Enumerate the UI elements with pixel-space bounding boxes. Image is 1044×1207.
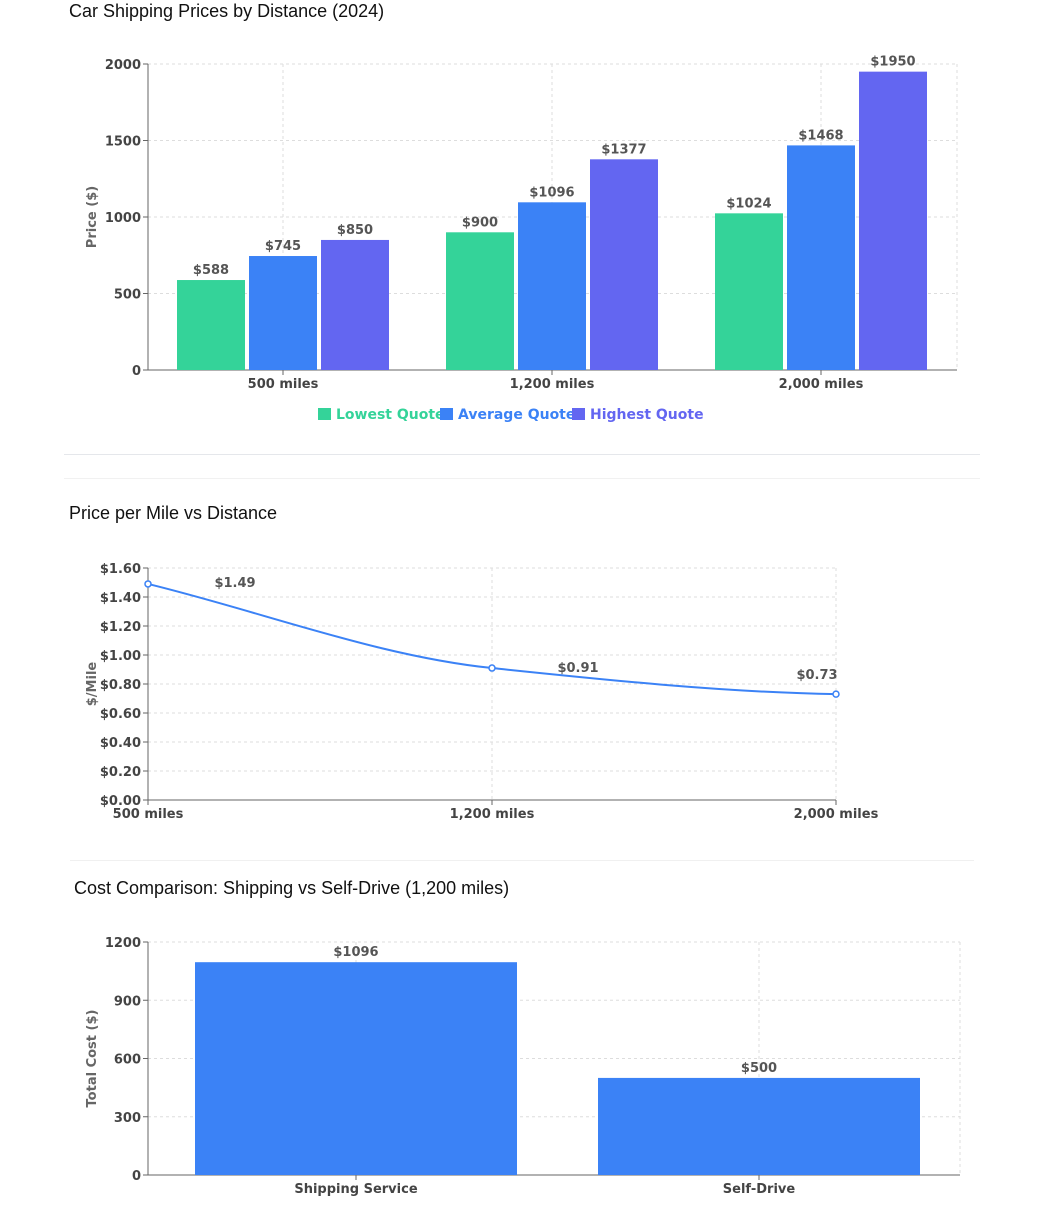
x-tick-label: 500 miles <box>113 807 184 822</box>
x-tick-label: Shipping Service <box>294 1182 417 1197</box>
data-label: $0.73 <box>796 668 837 683</box>
data-point <box>144 580 152 588</box>
legend-swatch <box>440 408 453 420</box>
data-label: $1950 <box>870 55 915 70</box>
y-axis-label: Total Cost ($) <box>85 1010 100 1108</box>
y-tick-label: $0.00 <box>100 794 141 809</box>
divider <box>64 478 980 479</box>
y-tick-label: 2000 <box>105 58 141 73</box>
bar-highest-quote <box>321 239 389 370</box>
chart-1-title: Car Shipping Prices by Distance (2024) <box>69 1 385 21</box>
y-tick-label: 0 <box>132 1169 141 1184</box>
bar <box>598 1077 920 1175</box>
x-tick-label: 2,000 miles <box>779 377 864 392</box>
legend-swatch <box>572 408 585 420</box>
x-tick-label: 1,200 miles <box>510 377 595 392</box>
data-point <box>832 690 840 698</box>
bar-average-quote <box>787 145 855 370</box>
data-label: $588 <box>193 263 229 278</box>
x-tick-label: Self-Drive <box>723 1182 796 1197</box>
divider <box>70 860 974 861</box>
y-tick-label: 500 <box>114 288 141 303</box>
data-label: $500 <box>741 1061 777 1076</box>
y-tick-label: 1000 <box>105 211 141 226</box>
data-label: $1468 <box>798 128 843 143</box>
y-tick-label: $1.40 <box>100 591 141 606</box>
bar-lowest-quote <box>715 213 783 370</box>
legend-swatch <box>318 408 331 420</box>
y-axis-label: $/Mile <box>85 662 100 707</box>
y-tick-label: $0.20 <box>100 765 141 780</box>
data-label: $1377 <box>601 142 646 157</box>
data-label: $1096 <box>529 185 574 200</box>
y-axis-label: Price ($) <box>85 186 100 248</box>
data-label: $1.49 <box>214 576 255 591</box>
data-label: $850 <box>337 223 373 238</box>
bar <box>195 962 517 1175</box>
legend-item: Highest Quote <box>590 407 704 423</box>
y-tick-label: 300 <box>114 1111 141 1126</box>
y-tick-label: $1.00 <box>100 649 141 664</box>
legend-item: Lowest Quote <box>336 407 445 423</box>
y-tick-label: 900 <box>114 994 141 1009</box>
y-tick-label: 600 <box>114 1053 141 1068</box>
y-tick-label: $0.40 <box>100 736 141 751</box>
data-label: $745 <box>265 239 301 254</box>
y-tick-label: $0.80 <box>100 678 141 693</box>
data-label: $0.91 <box>557 661 598 676</box>
data-label: $1096 <box>333 945 378 960</box>
bar-highest-quote <box>859 71 927 371</box>
bar-average-quote <box>249 256 317 370</box>
bar-average-quote <box>518 202 586 370</box>
y-tick-label: 1200 <box>105 936 141 951</box>
bar-highest-quote <box>590 159 658 370</box>
y-tick-label: 1500 <box>105 135 141 150</box>
x-tick-label: 500 miles <box>248 377 319 392</box>
chart-2-title: Price per Mile vs Distance <box>69 503 278 523</box>
divider <box>64 454 980 455</box>
x-tick-label: 2,000 miles <box>794 807 879 822</box>
data-point <box>488 664 496 672</box>
data-label: $1024 <box>726 196 771 211</box>
data-label: $900 <box>462 215 498 230</box>
legend-item: Average Quote <box>458 407 575 423</box>
y-tick-label: $0.60 <box>100 707 141 722</box>
y-tick-label: 0 <box>132 364 141 379</box>
x-tick-label: 1,200 miles <box>450 807 535 822</box>
y-tick-label: $1.60 <box>100 562 141 577</box>
chart-3-title: Cost Comparison: Shipping vs Self-Drive … <box>74 878 510 898</box>
bar-lowest-quote <box>446 232 514 370</box>
y-tick-label: $1.20 <box>100 620 141 635</box>
bar-lowest-quote <box>177 280 245 370</box>
